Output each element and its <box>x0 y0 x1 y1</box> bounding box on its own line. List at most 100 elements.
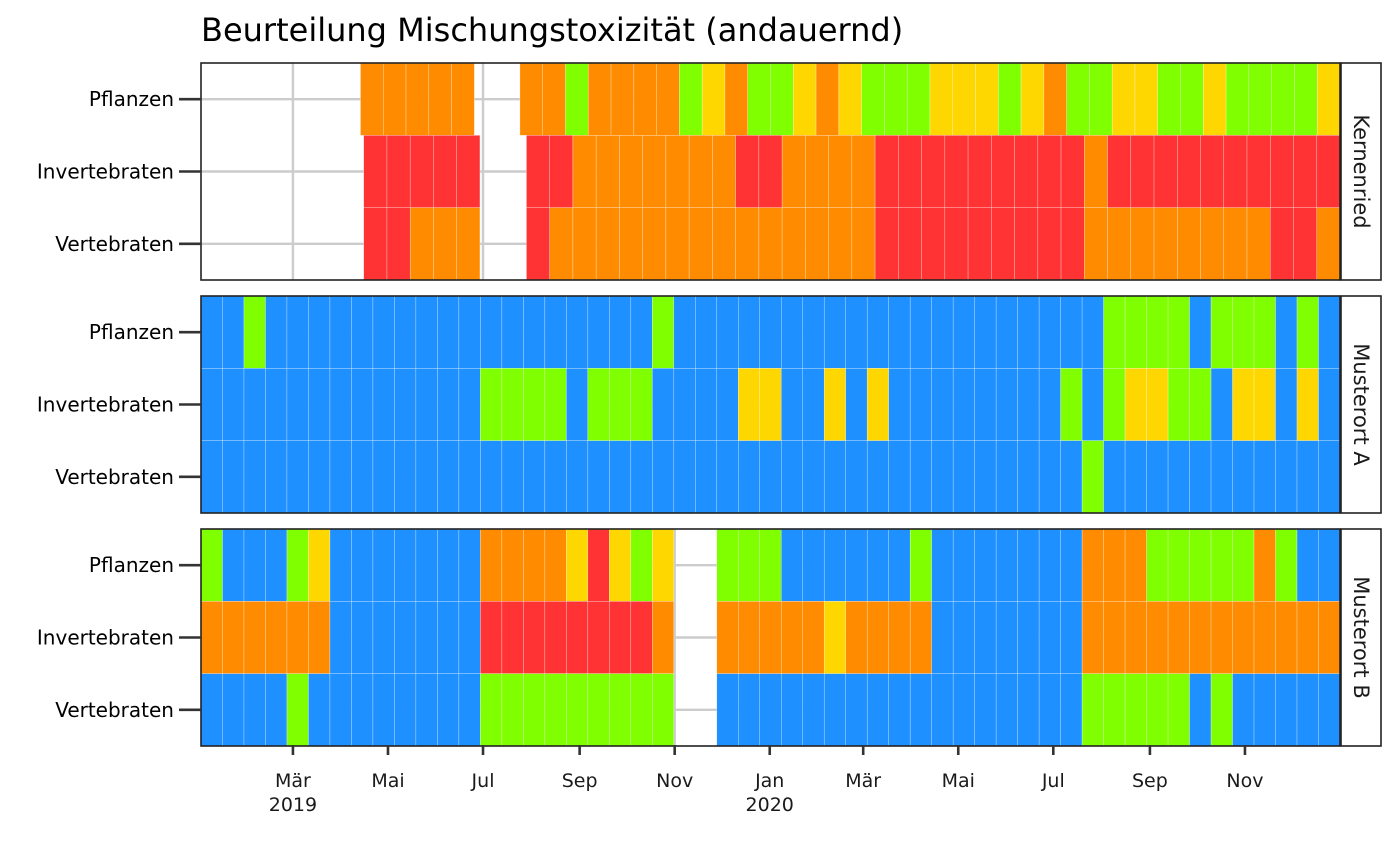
heatmap-cell <box>866 440 889 514</box>
heatmap-cell <box>815 62 840 136</box>
heatmap-cell <box>351 295 374 369</box>
heatmap-cell <box>967 135 992 208</box>
heatmap-cell <box>566 295 589 369</box>
heatmap-cell <box>394 440 417 514</box>
heatmap-cell <box>549 207 574 281</box>
heatmap-cell <box>1017 601 1040 674</box>
facet-strip <box>1340 528 1382 747</box>
heatmap-cell <box>609 295 632 369</box>
x-tick-year-label: 2020 <box>746 794 794 816</box>
heatmap-cell <box>243 295 266 369</box>
heatmap-cell <box>688 207 713 281</box>
heatmap-cell <box>1060 295 1083 369</box>
y-tick-label: Invertebraten <box>37 160 174 184</box>
heatmap-cell <box>566 673 589 747</box>
heatmap-cell <box>566 528 589 602</box>
heatmap-cell <box>523 528 546 602</box>
heatmap-cell <box>1017 673 1040 747</box>
heatmap-cell <box>480 601 503 674</box>
heatmap-cell <box>805 135 829 208</box>
heatmap-cell <box>566 368 589 441</box>
heatmap-cell <box>630 601 653 674</box>
heatmap-cell <box>458 673 481 747</box>
heatmap-cell <box>363 135 388 208</box>
heatmap-cell <box>1253 440 1276 514</box>
heatmap-cell <box>738 601 761 674</box>
heatmap-cell <box>286 673 309 747</box>
heatmap-cell <box>1223 207 1248 281</box>
heatmap-cell <box>665 207 690 281</box>
heatmap-cell <box>415 295 438 369</box>
heatmap-cell <box>243 368 266 441</box>
heatmap-cell <box>200 368 223 441</box>
heatmap-cell <box>909 528 932 602</box>
heatmap-cell <box>738 440 761 514</box>
heatmap-cell <box>595 207 620 281</box>
heatmap-cell <box>695 440 718 514</box>
heatmap-cell <box>630 528 653 602</box>
heatmap-cell <box>866 368 889 441</box>
heatmap-cell <box>437 528 460 602</box>
heatmap-cell <box>501 673 524 747</box>
heatmap-cell <box>265 601 288 674</box>
heatmap-cell <box>630 673 653 747</box>
heatmap-cell <box>630 295 653 369</box>
heatmap-cell <box>1124 440 1147 514</box>
heatmap-cell <box>415 368 438 441</box>
heatmap-cell <box>802 601 825 674</box>
x-tick-label: Jul <box>1041 770 1065 792</box>
heatmap-cell <box>931 440 954 514</box>
heatmap-cell <box>308 673 331 747</box>
heatmap-cell <box>1037 207 1062 281</box>
heatmap-cell <box>595 135 620 208</box>
heatmap-cell <box>265 295 288 369</box>
heatmap-cell <box>544 440 567 514</box>
heatmap-cell <box>1038 673 1061 747</box>
heatmap-cell <box>701 62 726 136</box>
heatmap-cell <box>1146 368 1169 441</box>
heatmap-cell <box>931 673 954 747</box>
heatmap-cell <box>1296 528 1319 602</box>
heatmap-cell <box>1124 528 1147 602</box>
heatmap-cell <box>372 601 395 674</box>
heatmap-cell <box>1225 62 1250 136</box>
heatmap-cell <box>1275 673 1298 747</box>
heatmap-cell <box>1246 207 1271 281</box>
heatmap-cell <box>888 528 911 602</box>
heatmap-cell <box>665 135 690 208</box>
heatmap-cell <box>265 528 288 602</box>
heatmap-cell <box>780 673 803 747</box>
heatmap-cell <box>929 62 953 136</box>
heatmap-cell <box>866 528 889 602</box>
heatmap-cell <box>909 368 932 441</box>
heatmap-cell <box>991 135 1015 208</box>
heatmap-cell <box>995 673 1018 747</box>
heatmap-cell <box>286 601 309 674</box>
heatmap-cell <box>363 207 388 281</box>
heatmap-cell <box>394 368 417 441</box>
heatmap-cell <box>921 207 946 281</box>
heatmap-cell <box>1038 528 1061 602</box>
heatmap-cell <box>652 368 675 441</box>
heatmap-cell <box>931 295 954 369</box>
heatmap-cell <box>716 295 739 369</box>
heatmap-cell <box>1316 62 1341 136</box>
heatmap-cell <box>501 440 524 514</box>
heatmap-cell <box>308 368 331 441</box>
heatmap-cell <box>286 440 309 514</box>
heatmap-cell <box>458 368 481 441</box>
heatmap-cell <box>802 528 825 602</box>
heatmap-cell <box>1017 368 1040 441</box>
facet-label: Musterort B <box>1349 576 1373 699</box>
x-tick-year-label: 2019 <box>269 794 317 816</box>
heatmap-cell <box>394 295 417 369</box>
heatmap-cell <box>898 207 922 281</box>
heatmap-cell <box>360 62 384 136</box>
heatmap-cell <box>619 135 643 208</box>
heatmap-cell <box>480 368 503 441</box>
heatmap-cell <box>793 62 817 136</box>
heatmap-cell <box>222 528 245 602</box>
heatmap-cell <box>1038 601 1061 674</box>
heatmap-cell <box>1146 673 1169 747</box>
